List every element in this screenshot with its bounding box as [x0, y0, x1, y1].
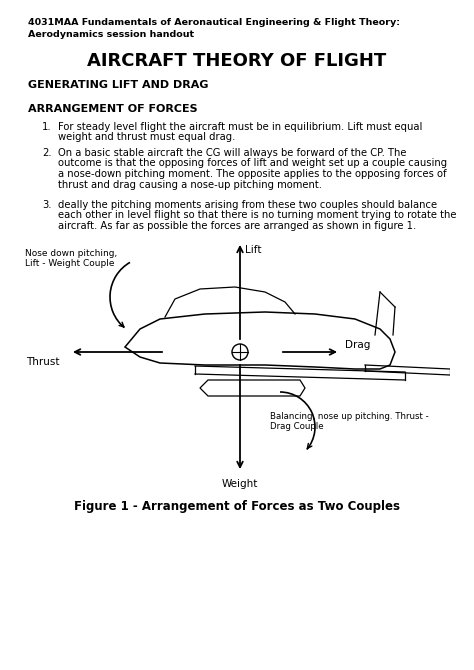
- Text: On a basic stable aircraft the CG will always be forward of the CP. The: On a basic stable aircraft the CG will a…: [58, 148, 407, 158]
- Text: aircraft. As far as possible the forces are arranged as shown in figure 1.: aircraft. As far as possible the forces …: [58, 221, 416, 231]
- Text: deally the pitching moments arising from these two couples should balance: deally the pitching moments arising from…: [58, 200, 437, 210]
- Text: Lift - Weight Couple: Lift - Weight Couple: [25, 259, 115, 268]
- Text: Figure 1 - Arrangement of Forces as Two Couples: Figure 1 - Arrangement of Forces as Two …: [74, 500, 400, 513]
- Text: 3.: 3.: [42, 200, 52, 210]
- Text: Drag Couple: Drag Couple: [270, 422, 324, 431]
- Text: Nose down pitching,: Nose down pitching,: [25, 249, 117, 258]
- Text: thrust and drag causing a nose-up pitching moment.: thrust and drag causing a nose-up pitchi…: [58, 180, 322, 190]
- Text: 1.: 1.: [42, 122, 52, 132]
- Text: GENERATING LIFT AND DRAG: GENERATING LIFT AND DRAG: [28, 80, 209, 90]
- Text: outcome is that the opposing forces of lift and weight set up a couple causing: outcome is that the opposing forces of l…: [58, 159, 447, 168]
- Text: For steady level flight the aircraft must be in equilibrium. Lift must equal: For steady level flight the aircraft mus…: [58, 122, 422, 132]
- Text: weight and thrust must equal drag.: weight and thrust must equal drag.: [58, 133, 236, 143]
- Text: AIRCRAFT THEORY OF FLIGHT: AIRCRAFT THEORY OF FLIGHT: [87, 52, 387, 70]
- Text: a nose-down pitching moment. The opposite applies to the opposing forces of: a nose-down pitching moment. The opposit…: [58, 169, 447, 179]
- Text: Thrust: Thrust: [27, 357, 60, 367]
- Text: 4031MAA Fundamentals of Aeronautical Engineering & Flight Theory:: 4031MAA Fundamentals of Aeronautical Eng…: [28, 18, 400, 27]
- Text: Aerodynamics session handout: Aerodynamics session handout: [28, 30, 194, 39]
- Text: Weight: Weight: [222, 479, 258, 489]
- Text: 2.: 2.: [42, 148, 52, 158]
- Text: Balancing, nose up pitching. Thrust -: Balancing, nose up pitching. Thrust -: [270, 412, 429, 421]
- Text: each other in level flight so that there is no turning moment trying to rotate t: each other in level flight so that there…: [58, 210, 456, 220]
- Text: ARRANGEMENT OF FORCES: ARRANGEMENT OF FORCES: [28, 104, 198, 114]
- Text: Drag: Drag: [345, 340, 370, 350]
- Text: Lift: Lift: [245, 245, 262, 255]
